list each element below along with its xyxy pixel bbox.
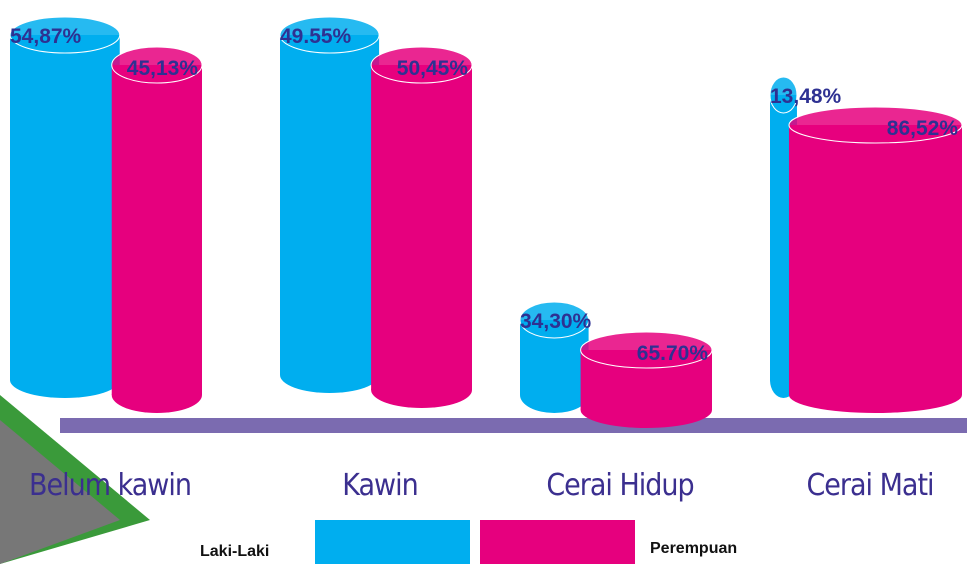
legend-label: Perempuan bbox=[650, 540, 737, 557]
value-label: 13,48% bbox=[770, 85, 842, 108]
cylinder-bottom bbox=[371, 372, 472, 408]
cylinder-top bbox=[370, 46, 473, 84]
cylinder-segment bbox=[519, 301, 590, 413]
legend-swatch bbox=[480, 520, 635, 564]
legend-swatch bbox=[315, 520, 470, 564]
category-label: Cerai Hidup bbox=[546, 468, 693, 503]
cylinder-segment bbox=[111, 46, 203, 413]
cylinder-top bbox=[279, 16, 380, 54]
cylinder-body bbox=[788, 125, 962, 395]
cylinder-segment bbox=[370, 46, 473, 408]
cylinder-top bbox=[788, 106, 963, 144]
cylinder-bottom bbox=[10, 362, 120, 398]
cylinder-top bbox=[519, 301, 590, 339]
cylinder-bottom bbox=[580, 392, 712, 428]
legend-label: Laki-Laki bbox=[200, 543, 269, 560]
cylinder-segment bbox=[788, 106, 963, 413]
decoration bbox=[0, 420, 120, 564]
cylinder-bottom bbox=[111, 377, 202, 413]
cylinder-segment bbox=[580, 331, 713, 428]
cylinder-bottom bbox=[788, 377, 962, 413]
cylinder-body bbox=[371, 65, 472, 390]
cylinder-top bbox=[9, 16, 121, 54]
category-label: Kawin bbox=[342, 468, 417, 503]
cylinder-top bbox=[111, 46, 203, 84]
cylinder-body bbox=[111, 65, 202, 395]
value-label: 34,30% bbox=[520, 310, 592, 333]
value-label: 45,13% bbox=[127, 57, 199, 80]
cylinder-segment bbox=[279, 16, 380, 393]
cylinder-bottom bbox=[520, 377, 589, 413]
cylinder-top bbox=[769, 76, 798, 114]
cylinder-bottom bbox=[280, 357, 380, 393]
cylinder-top bbox=[580, 331, 713, 369]
value-label: 49.55% bbox=[280, 25, 352, 48]
cylinder-segment bbox=[9, 16, 121, 398]
category-label: Belum kawin bbox=[29, 468, 191, 503]
cylinder-body bbox=[280, 35, 380, 375]
baseline-bar bbox=[60, 418, 967, 433]
value-label: 50,45% bbox=[397, 57, 469, 80]
category-label: Cerai Mati bbox=[806, 468, 933, 503]
value-label: 54,87% bbox=[10, 25, 82, 48]
cylinder-body bbox=[10, 35, 120, 380]
value-label: 65.70% bbox=[637, 342, 709, 365]
value-label: 86,52% bbox=[887, 117, 959, 140]
